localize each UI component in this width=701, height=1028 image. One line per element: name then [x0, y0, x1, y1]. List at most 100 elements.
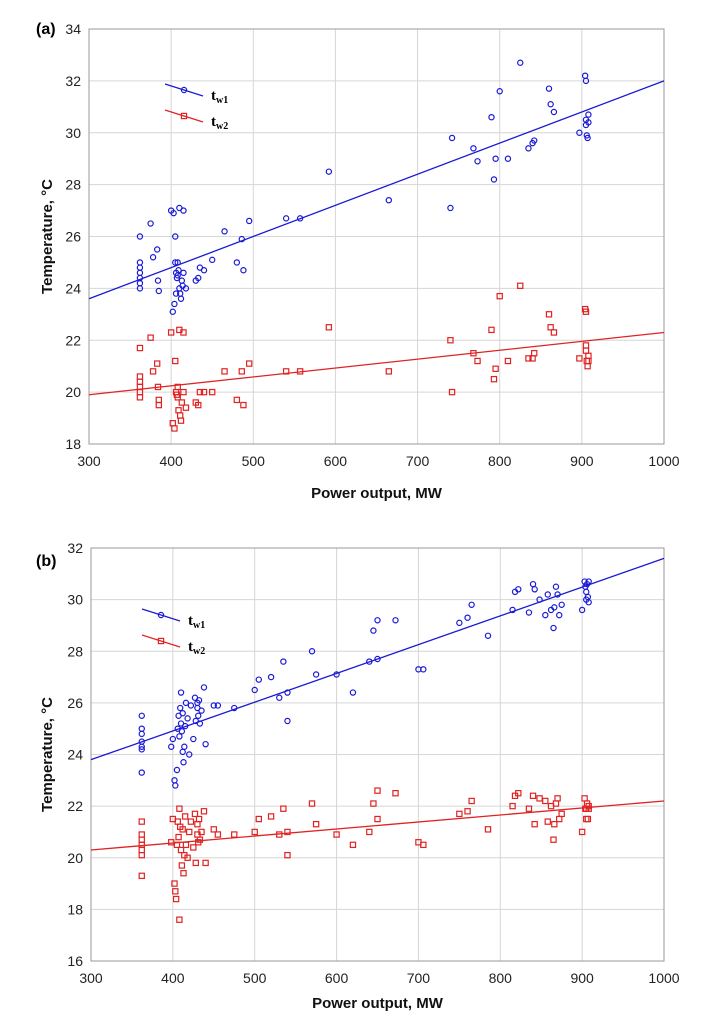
y-tick-label: 30 [67, 592, 83, 608]
data-point-tw1 [172, 233, 179, 240]
legend-marker-tw2 [157, 637, 165, 645]
data-point-tw2 [138, 872, 145, 880]
data-point-tw2 [184, 854, 191, 861]
data-point-tw1 [490, 176, 498, 183]
data-point-tw2 [296, 368, 304, 375]
data-point-tw1 [447, 204, 454, 212]
data-point-tw2 [284, 851, 291, 859]
x-tick-label: 400 [159, 453, 183, 469]
data-point-tw1 [221, 228, 228, 235]
data-point-tw2 [525, 355, 532, 362]
data-point-tw1 [172, 259, 179, 266]
data-point-tw1 [154, 277, 162, 284]
data-point-tw1 [542, 611, 549, 619]
data-point-tw2 [545, 311, 553, 318]
data-point-tw1 [349, 689, 357, 696]
x-tick-label: 700 [407, 970, 431, 986]
data-point-tw1 [551, 604, 558, 611]
legend-entry-tw2: tw2 [164, 109, 228, 132]
chart-panel-b: 300 400 500 600 700 800 900 1000 16 18 20 22 24 26 28 3… [36, 540, 680, 1012]
data-point-tw1 [385, 196, 393, 204]
data-point-tw2 [448, 388, 456, 396]
legend-label-main: t [188, 613, 193, 629]
data-point-tw2 [464, 808, 471, 815]
data-point-tw2 [385, 368, 393, 375]
data-point-tw2 [374, 815, 381, 823]
data-point-tw1 [374, 655, 381, 663]
data-point-tw2 [284, 828, 291, 836]
data-point-tw1 [172, 782, 179, 789]
y-tick-label: 26 [65, 229, 81, 245]
x-tick-label: 500 [243, 970, 267, 986]
data-point-tw1 [138, 769, 145, 776]
data-point-tw1 [536, 596, 543, 603]
data-point-tw2 [192, 859, 199, 867]
data-point-tw2 [181, 813, 189, 820]
data-point-tw2 [202, 859, 209, 867]
data-point-tw2 [231, 831, 238, 838]
data-point-tw1 [558, 601, 565, 608]
y-tick-label: 18 [67, 901, 83, 917]
y-tick-label: 30 [65, 125, 81, 141]
x-tick-label: 800 [488, 453, 512, 469]
data-point-tw1 [468, 601, 475, 608]
data-point-tw2 [554, 795, 561, 802]
data-point-tw2 [276, 831, 283, 838]
y-tick-label: 18 [65, 436, 81, 452]
data-point-tw2 [177, 846, 185, 854]
x-tick-label: 600 [324, 453, 348, 469]
y-tick-label: 20 [67, 850, 83, 866]
data-point-tw1 [585, 578, 592, 585]
data-point-tw1 [138, 712, 145, 719]
x-axis-title: Power output, MW [311, 485, 443, 502]
data-point-tw1 [578, 606, 586, 614]
data-point-tw2 [468, 797, 475, 805]
data-point-tw2 [238, 368, 245, 375]
legend-marker-tw1 [157, 611, 165, 619]
data-point-tw2 [550, 329, 558, 336]
data-point-tw2 [349, 841, 357, 849]
y-tick-label: 22 [67, 798, 83, 814]
data-point-tw1 [420, 666, 427, 673]
data-point-tw2 [180, 870, 187, 877]
data-point-tw1 [582, 77, 590, 85]
data-point-tw2 [233, 396, 241, 404]
data-point-tw2 [180, 388, 187, 396]
data-point-tw1 [209, 256, 216, 264]
data-point-tw1 [255, 676, 263, 683]
data-point-tw1 [280, 658, 287, 665]
data-point-tw2 [492, 365, 499, 372]
data-point-tw2 [420, 841, 427, 849]
data-point-tw1 [179, 710, 186, 717]
data-point-tw2 [173, 841, 181, 849]
data-point-tw1 [177, 295, 185, 302]
trend-line-tw2 [88, 331, 665, 396]
data-point-tw1 [585, 119, 592, 126]
data-point-tw1 [585, 111, 592, 118]
legend-marker-tw2 [180, 112, 188, 120]
data-point-tw1 [173, 766, 181, 774]
data-point-tw1 [312, 671, 320, 678]
data-point-tw1 [169, 735, 177, 743]
series-tw1 [90, 557, 665, 789]
data-point-tw2 [153, 360, 161, 367]
data-point-tw2 [177, 417, 185, 424]
data-point-tw2 [149, 368, 157, 375]
data-point-tw1 [366, 658, 373, 665]
data-point-tw2 [195, 401, 202, 409]
data-point-tw1 [550, 624, 557, 632]
data-point-tw2 [392, 790, 399, 797]
data-point-tw2 [550, 836, 557, 843]
data-point-tw2 [190, 844, 197, 851]
x-tick-label: 900 [570, 453, 594, 469]
data-point-tw1 [180, 207, 187, 214]
series-tw2 [88, 282, 665, 432]
data-point-tw2 [578, 828, 586, 836]
data-point-tw2 [488, 326, 495, 334]
data-point-tw1 [200, 267, 208, 274]
panel-label: (a) [36, 21, 56, 38]
data-point-tw1 [214, 702, 222, 709]
data-point-tw2 [167, 329, 175, 336]
data-point-tw1 [240, 267, 247, 274]
data-point-tw2 [182, 404, 190, 411]
